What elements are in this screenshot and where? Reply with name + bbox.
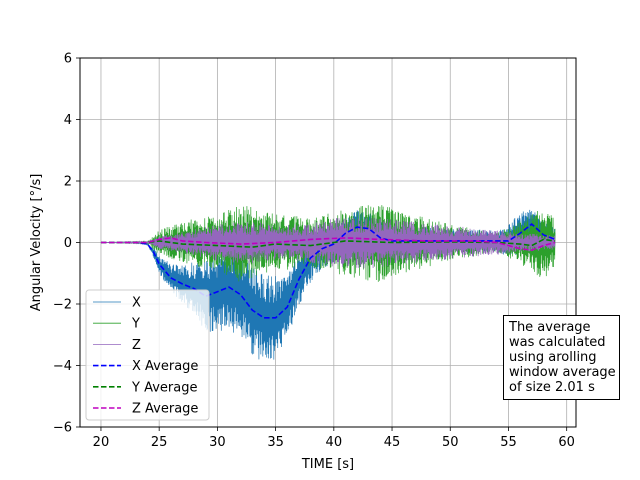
y-tick-label: 4: [64, 113, 72, 128]
x-tick-label: 50: [442, 435, 459, 450]
annotation-box: The average was calculated using arollin…: [503, 315, 620, 400]
annotation-line: of size 2.01 s: [509, 380, 595, 395]
plot-area: [100, 205, 556, 360]
x-tick-label: 40: [326, 435, 343, 450]
series-y-average-line: [100, 238, 556, 248]
ticks: 20 25 30 35 40 45 50 55 60 −6 −4 −2 0 2 4 6: [53, 52, 575, 451]
legend-label: X: [132, 296, 141, 311]
x-tick-label: 60: [558, 435, 575, 450]
series-x-average-line: [100, 222, 556, 319]
legend-label: Y Average: [131, 380, 197, 395]
legend: XYZ X Average Y Average Z Average: [85, 289, 210, 421]
legend-label: X Average: [132, 359, 198, 374]
legend-label: Z Average: [132, 402, 198, 417]
x-tick-label: 35: [267, 435, 284, 450]
y-tick-label: −6: [53, 421, 72, 436]
x-tick-label: 20: [93, 435, 110, 450]
annotation-line: using arolling: [509, 350, 597, 365]
x-tick-label: 45: [384, 435, 401, 450]
y-tick-label: 2: [64, 175, 72, 190]
x-tick-label: 55: [500, 435, 517, 450]
y-tick-label: −2: [53, 298, 72, 313]
annotation-line: The average: [509, 320, 591, 335]
y-tick-label: 0: [64, 236, 72, 251]
legend-label: Z: [132, 338, 141, 353]
x-tick-label: 30: [209, 435, 226, 450]
x-tick-label: 25: [151, 435, 168, 450]
series-z-average-line: [100, 237, 556, 252]
legend-label: Y: [131, 317, 140, 332]
y-axis-label: Angular Velocity [°/s]: [29, 174, 44, 312]
y-tick-label: 6: [64, 52, 72, 67]
y-tick-label: −4: [53, 359, 72, 374]
legend-frame: [85, 289, 210, 421]
annotation-line: window average: [509, 365, 616, 380]
annotation-line: was calculated: [509, 335, 606, 350]
x-axis-label: TIME [s]: [301, 457, 354, 472]
series-z-line: [100, 217, 556, 269]
